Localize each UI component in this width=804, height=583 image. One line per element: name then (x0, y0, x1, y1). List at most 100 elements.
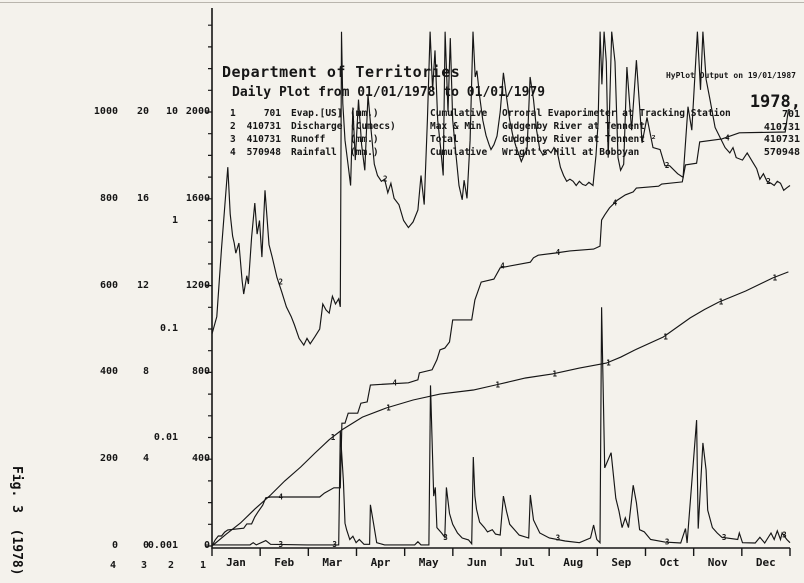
month-label-nov: Nov (707, 556, 728, 569)
series-marker-4-0: 4 (279, 492, 284, 501)
series-marker-4-2: 4 (500, 262, 505, 271)
series-marker-3-5: 3 (722, 533, 727, 542)
series-marker-1-1: 1 (386, 403, 391, 412)
station-id-3: 410731 (763, 134, 800, 146)
figure-caption: Fig. 3 (1978) (9, 466, 24, 576)
legend-param-4: Rainfall (291, 147, 337, 158)
axis-frame (211, 8, 790, 549)
series-rainfall-cumulative-line (211, 109, 790, 547)
legend-id-3: 410731 (246, 134, 281, 145)
series-marker-3-4: 3 (665, 538, 670, 547)
month-label-oct: Oct (659, 556, 680, 569)
legend-id-4: 570948 (246, 147, 281, 158)
series-marker-1-7: 1 (773, 274, 778, 283)
series-marker-2-0: 2 (279, 278, 284, 287)
ytick-s2-0.01: 0.01 (153, 431, 178, 443)
ytick-s1-2000: 2000 (185, 106, 210, 117)
series-evap-cumulative-line (211, 271, 789, 547)
legend-stat-3: Total (430, 134, 459, 145)
station-id-2: 410731 (763, 121, 800, 133)
series-runoff-line (212, 307, 791, 546)
series-marker-3-3: 3 (556, 533, 561, 542)
legend-unit-1: (mm.) (350, 108, 379, 119)
axis-series-number-2: 2 (168, 560, 175, 571)
ytick-s4-600: 600 (99, 279, 118, 291)
ytick-s4-0: 0 (111, 540, 118, 551)
y-axis-ticks (205, 24, 212, 547)
legend-param-3: Runoff (291, 134, 326, 145)
ytick-s3-8: 8 (142, 366, 149, 378)
legend-param-2: Discharge (291, 121, 343, 132)
ytick-s1-1200: 1200 (185, 279, 210, 291)
month-label-jan: Jan (226, 556, 246, 569)
ytick-s4-200: 200 (99, 453, 118, 465)
ytick-s1-800: 800 (191, 366, 210, 378)
series-marker-2-2: 2 (665, 161, 670, 170)
series-marker-3-1: 3 (332, 540, 337, 549)
ytick-s3-4: 4 (142, 453, 149, 465)
ytick-s2-0.1: 0.1 (159, 323, 178, 334)
legend-id-1: 701 (263, 108, 281, 119)
axis-series-number-4: 4 (110, 560, 117, 571)
series-discharge-log-line (211, 31, 791, 347)
legend-unit-3: (mm.) (350, 134, 379, 145)
ytick-s2-1: 1 (171, 214, 178, 226)
legend-num-4: 4 (230, 147, 236, 158)
series-marker-1-4: 1 (606, 359, 611, 368)
series-marker-4-1: 4 (393, 378, 398, 387)
x-axis-ticks (211, 548, 791, 556)
legend-unit-4: (mm.) (350, 147, 379, 158)
month-label-jul: Jul (515, 556, 535, 569)
month-label-jun: Jun (466, 556, 487, 569)
month-label-apr: Apr (370, 556, 391, 569)
legend-stat-1: Cumulative (430, 108, 488, 119)
series-marker-4-4: 4 (613, 199, 618, 208)
legend-id-2: 410731 (246, 121, 281, 132)
ytick-s1-1600: 1600 (185, 192, 210, 204)
series-marker-3-0: 3 (279, 540, 284, 549)
series-marker-3-6: 3 (782, 531, 787, 540)
ytick-s3-0: 0 (142, 540, 149, 551)
series-marker-4-3: 4 (556, 248, 561, 257)
month-label-may: May (418, 556, 439, 569)
legend-station-1: Orroral Evaporimeter at Tracking Station (502, 108, 731, 119)
ytick-s2-0.001: 0.001 (147, 540, 178, 551)
legend-param-1: Evap.[US] (291, 108, 343, 119)
series-marker-2-1: 2 (383, 175, 388, 184)
series-marker-1-6: 1 (719, 298, 724, 307)
legend-unit-2: (Cumecs) (350, 121, 396, 132)
axis-series-number-3: 3 (141, 560, 148, 571)
output-timestamp: HyPlot Output on 19/01/1987 (665, 71, 796, 80)
series-marker-2-3: 2 (766, 177, 771, 186)
ytick-s1-400: 400 (191, 453, 210, 465)
series-marker-1-2: 1 (495, 380, 500, 389)
series-marker-4-5: 4 (725, 134, 730, 143)
legend-stat-4: Cumulative (430, 147, 488, 158)
series-marker-1-0: 1 (331, 433, 336, 442)
station-id-1: 701 (781, 109, 800, 120)
series-marker-1-5: 1 (663, 333, 668, 342)
month-label-mar: Mar (322, 556, 343, 569)
month-label-dec: Dec (755, 556, 776, 569)
legend-num-3: 3 (230, 134, 236, 145)
legend-num-2: 2 (230, 121, 236, 132)
month-label-feb: Feb (274, 556, 295, 569)
year-label: 1978, (749, 92, 801, 112)
ytick-s3-16: 16 (136, 192, 149, 204)
ytick-s4-1000: 1000 (93, 106, 118, 117)
station-id-4: 570948 (763, 146, 800, 158)
series-marker-3-2: 3 (443, 533, 448, 542)
month-label-aug: Aug (563, 556, 584, 569)
ytick-s3-12: 12 (136, 279, 149, 291)
legend-num-1: 1 (230, 108, 236, 119)
ytick-s3-20: 20 (136, 106, 149, 117)
month-label-sep: Sep (611, 556, 632, 569)
ytick-s4-400: 400 (99, 366, 118, 378)
axis-series-number-1: 1 (200, 560, 207, 571)
ytick-s2-10: 10 (165, 106, 178, 117)
series-marker-1-3: 1 (552, 369, 557, 378)
scan-artifact-line (0, 2, 804, 3)
ytick-s4-800: 800 (99, 192, 118, 204)
